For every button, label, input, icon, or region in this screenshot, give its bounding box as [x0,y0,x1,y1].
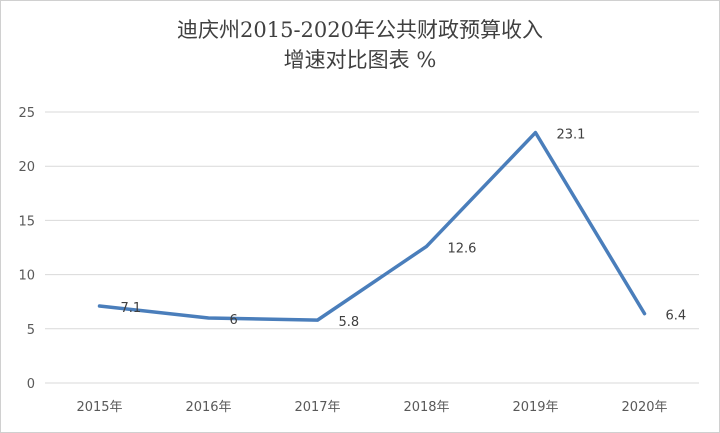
chart-title-line-1: 迪庆州2015-2020年公共财政预算收入 [177,18,543,42]
data-label-0: 7.1 [121,301,142,316]
data-label-2: 5.8 [339,315,360,330]
y-tick-label-0: 0 [27,377,35,392]
data-label-4: 23.1 [557,128,586,143]
y-tick-label-15: 15 [18,214,35,229]
x-tick-label-1: 2016年 [185,400,231,415]
series-line-0 [97,130,647,322]
y-tick-label-5: 5 [27,323,35,338]
x-tick-label-0: 2015年 [76,400,122,415]
data-label-3: 12.6 [448,241,477,256]
data-label-5: 6.4 [666,309,687,324]
y-tick-label-20: 20 [18,160,35,175]
x-tick-label-2: 2017年 [294,400,340,415]
y-tick-label-10: 10 [18,269,35,284]
chart-title-line-2: 增速对比图表 % [283,48,437,72]
x-tick-label-4: 2019年 [512,400,558,415]
x-tick-label-5: 2020年 [621,400,667,415]
x-tick-label-3: 2018年 [403,400,449,415]
chart-title: 迪庆州2015-2020年公共财政预算收入 增速对比图表 % [1,15,719,75]
y-tick-label-25: 25 [18,106,35,121]
data-label-1: 6 [230,313,238,328]
